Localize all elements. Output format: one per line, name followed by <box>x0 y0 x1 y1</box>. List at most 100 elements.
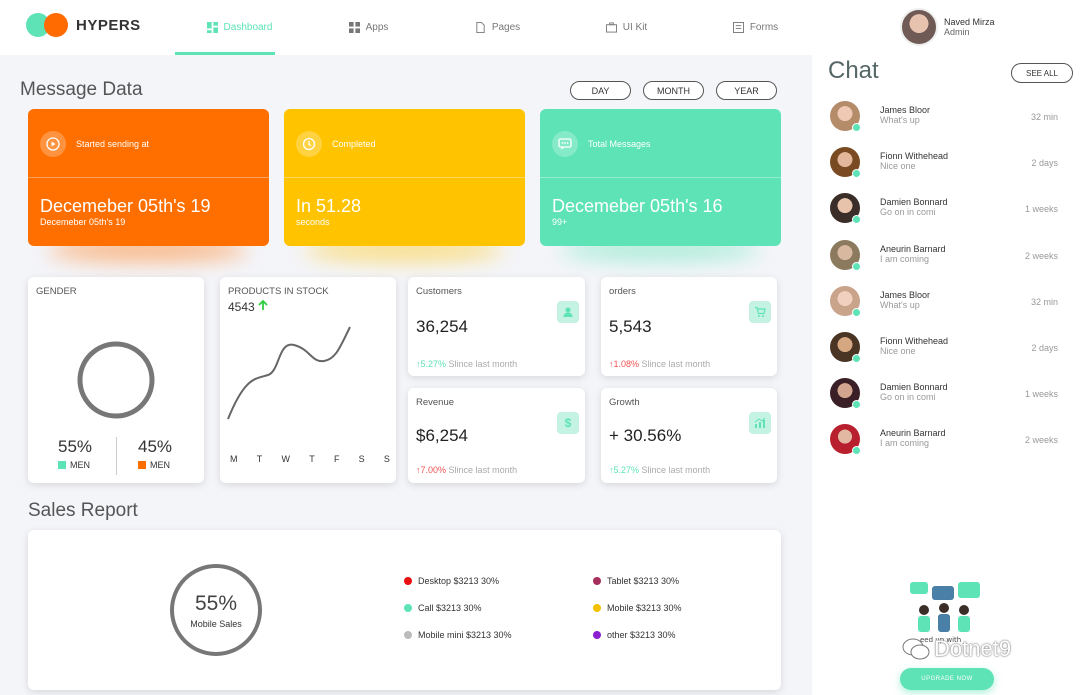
weekday-label: T <box>309 454 315 464</box>
legend-text: Tablet $3213 30% <box>607 576 680 586</box>
chat-name: Aneurin Barnard <box>880 428 946 439</box>
stat-value: $6,254 <box>416 426 468 445</box>
weekday-label: S <box>383 454 390 464</box>
chat-name: Aneurin Barnard <box>880 243 946 254</box>
wechat-icon <box>902 638 930 660</box>
main-nav: Dashboard Apps Pages UI Kit Forms <box>175 0 820 55</box>
stat-change: 5.27% <box>420 359 447 369</box>
kpi-value: Decemeber 05th's 19 <box>40 196 211 216</box>
chat-name: James Bloor <box>880 289 931 300</box>
upgrade-now-button[interactable]: UPGRADE NOW <box>900 668 994 690</box>
see-all-button[interactable]: SEE ALL <box>1011 63 1073 83</box>
avatar <box>830 285 861 317</box>
history-icon <box>296 131 322 157</box>
legend-item-mobile: Mobile $3213 30% <box>593 603 682 613</box>
legend-item-call: Call $3213 30% <box>404 603 482 613</box>
chat-message: Go on in comi <box>880 392 936 403</box>
brand-name[interactable]: HYPERS <box>76 17 141 34</box>
brand-logo[interactable] <box>26 13 70 39</box>
pages-icon <box>476 22 485 33</box>
online-status-dot <box>852 446 861 456</box>
kpi-card-total-messages[interactable]: Total Messages Decemeber 05th's 16 99+ <box>540 109 781 246</box>
chat-name: Fionn Withehead <box>880 151 949 162</box>
customers-card[interactable]: Customers 36,254 ↑5.27% Slince last mont… <box>408 277 585 376</box>
stat-note: Slince last month <box>641 359 711 369</box>
nav-ui-kit[interactable]: UI Kit <box>562 0 691 55</box>
briefcase-icon <box>605 22 617 33</box>
chat-message: What's up <box>880 115 920 125</box>
chat-message: Nice one <box>880 345 916 356</box>
revenue-card[interactable]: Revenue $6,254 $ ↑7.00% Slince last mont… <box>408 388 585 483</box>
stock-line-chart <box>227 326 351 420</box>
nav-pages-label: Pages <box>491 22 521 33</box>
promo-illustration: eed up with <box>910 582 980 644</box>
growth-card[interactable]: Growth + 30.56% ↑5.27% Slince last month <box>601 388 777 483</box>
avatar <box>830 424 861 456</box>
stat-value: + 30.56% <box>609 426 682 445</box>
weekday-label: S <box>358 454 365 464</box>
weekday-axis: M T W T F S S <box>230 454 390 464</box>
stat-label: Growth <box>609 397 640 408</box>
nav-pages[interactable]: Pages <box>433 0 562 55</box>
watermark: Dotnet9 <box>902 636 1011 662</box>
chat-message: I am coming <box>880 438 930 449</box>
chat-item[interactable]: Damien Bonnard Go on in comi 1 weeks <box>830 377 1070 423</box>
nav-dashboard-label: Dashboard <box>223 22 273 33</box>
sales-report-title: Sales Report <box>28 500 138 521</box>
stat-value: 36,254 <box>416 317 468 336</box>
online-status-dot <box>852 307 861 317</box>
stat-change: 7.00% <box>420 465 447 475</box>
forms-icon <box>732 22 744 33</box>
nav-apps[interactable]: Apps <box>304 0 433 55</box>
avatar[interactable] <box>900 8 938 46</box>
legend-item-tablet: Tablet $3213 30% <box>593 576 679 586</box>
chat-item[interactable]: Damien Bonnard Go on in comi 1 weeks <box>830 192 1070 238</box>
user-role: Admin <box>944 27 970 37</box>
apps-icon <box>348 22 360 33</box>
dollar-icon: $ <box>557 412 579 434</box>
nav-dashboard[interactable]: Dashboard <box>175 0 304 55</box>
nav-forms[interactable]: Forms <box>691 0 820 55</box>
stat-note: Slince last month <box>641 465 711 475</box>
chat-time: 2 days <box>1031 342 1058 353</box>
online-status-dot <box>852 261 861 271</box>
products-value: 4543 <box>228 300 255 314</box>
legend-text: Desktop $3213 30% <box>418 576 500 586</box>
products-value-wrap: 4543 <box>228 299 268 314</box>
sales-center-label: Mobile Sales <box>190 619 242 629</box>
weekday-label: F <box>333 454 340 464</box>
legend-item-desktop: Desktop $3213 30% <box>404 576 499 586</box>
orders-card[interactable]: orders 5,543 ↑1.08% Slince last month <box>601 277 777 376</box>
chat-item[interactable]: Fionn Withehead Nice one 2 days <box>830 146 1070 192</box>
filter-month-button[interactable]: MONTH <box>643 81 704 100</box>
stat-footer: ↑1.08% Slince last month <box>609 359 711 369</box>
avatar <box>830 331 861 363</box>
filter-year-button[interactable]: YEAR <box>716 81 777 100</box>
legend-text: Mobile $3213 30% <box>607 603 682 613</box>
user-profile[interactable]: Naved Mirza Admin <box>900 8 995 46</box>
gender-ring-chart <box>77 341 155 419</box>
avatar <box>830 147 861 179</box>
kpi-label: Total Messages <box>588 139 651 149</box>
message-icon <box>552 131 578 157</box>
filter-day-button[interactable]: DAY <box>570 81 631 100</box>
legend-text: MEN <box>70 460 90 470</box>
chat-item[interactable]: James Bloor What's up 32 min <box>830 285 1070 331</box>
gender-right-pct: 45% <box>138 437 173 456</box>
chat-time: 32 min <box>1030 296 1058 307</box>
avatar <box>830 193 861 225</box>
kpi-label: Completed <box>332 139 376 149</box>
sales-center-value: 55% <box>194 592 238 615</box>
gender-card: GENDER <box>28 277 204 483</box>
kpi-value: In 51.28 <box>296 196 362 216</box>
kpi-card-completed[interactable]: Completed In 51.28 seconds <box>284 109 525 246</box>
chat-item[interactable]: Aneurin Barnard I am coming 2 weeks <box>830 239 1070 285</box>
mobile-sales-ring <box>170 564 262 656</box>
chat-item[interactable]: Aneurin Barnard I am coming 2 weeks <box>830 423 1070 469</box>
arrow-up-icon <box>258 299 268 310</box>
stat-change: 1.08% <box>613 359 640 369</box>
chat-item[interactable]: Fionn Withehead Nice one 2 days <box>830 331 1070 377</box>
avatar <box>830 378 861 410</box>
chat-item[interactable]: James Bloor What's up 32 min <box>830 100 1070 146</box>
kpi-card-started[interactable]: Started sending at Decemeber 05th's 19 D… <box>28 109 269 246</box>
